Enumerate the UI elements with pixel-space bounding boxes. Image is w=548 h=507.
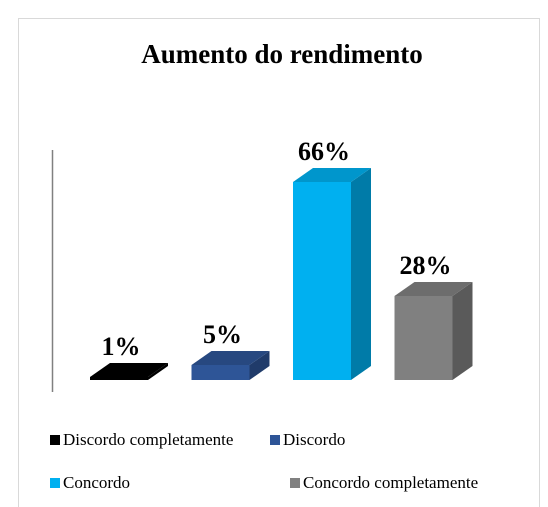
value-label: 28%: [400, 251, 452, 280]
legend-swatch: [270, 435, 280, 445]
legend-label: Concordo completamente: [303, 473, 478, 492]
legend-swatch: [290, 478, 300, 488]
bar-top: [90, 363, 168, 377]
bar: [293, 168, 371, 380]
bar-top: [293, 168, 371, 182]
value-label: 1%: [102, 332, 141, 361]
legend-swatch: [50, 478, 60, 488]
value-label: 5%: [203, 320, 242, 349]
bar: [90, 363, 168, 380]
bar-side: [452, 282, 473, 380]
bar: [394, 282, 473, 380]
bar-side: [148, 363, 168, 380]
bar-side: [249, 351, 270, 380]
bar: [191, 351, 270, 380]
legend-label: Discordo: [283, 430, 345, 449]
bar-front: [394, 296, 453, 380]
legend-label: Concordo: [63, 473, 130, 492]
bar-top: [191, 351, 270, 365]
bar-front: [90, 377, 148, 380]
legend-label: Discordo completamente: [63, 430, 233, 449]
bar-top: [394, 282, 473, 296]
bar-front: [191, 365, 250, 380]
bar-front: [293, 182, 351, 380]
chart-title: Aumento do rendimento: [141, 39, 423, 69]
chart-frame: [18, 18, 540, 507]
legend-swatch: [50, 435, 60, 445]
value-label: 66%: [298, 137, 350, 166]
bar-side: [351, 168, 371, 380]
